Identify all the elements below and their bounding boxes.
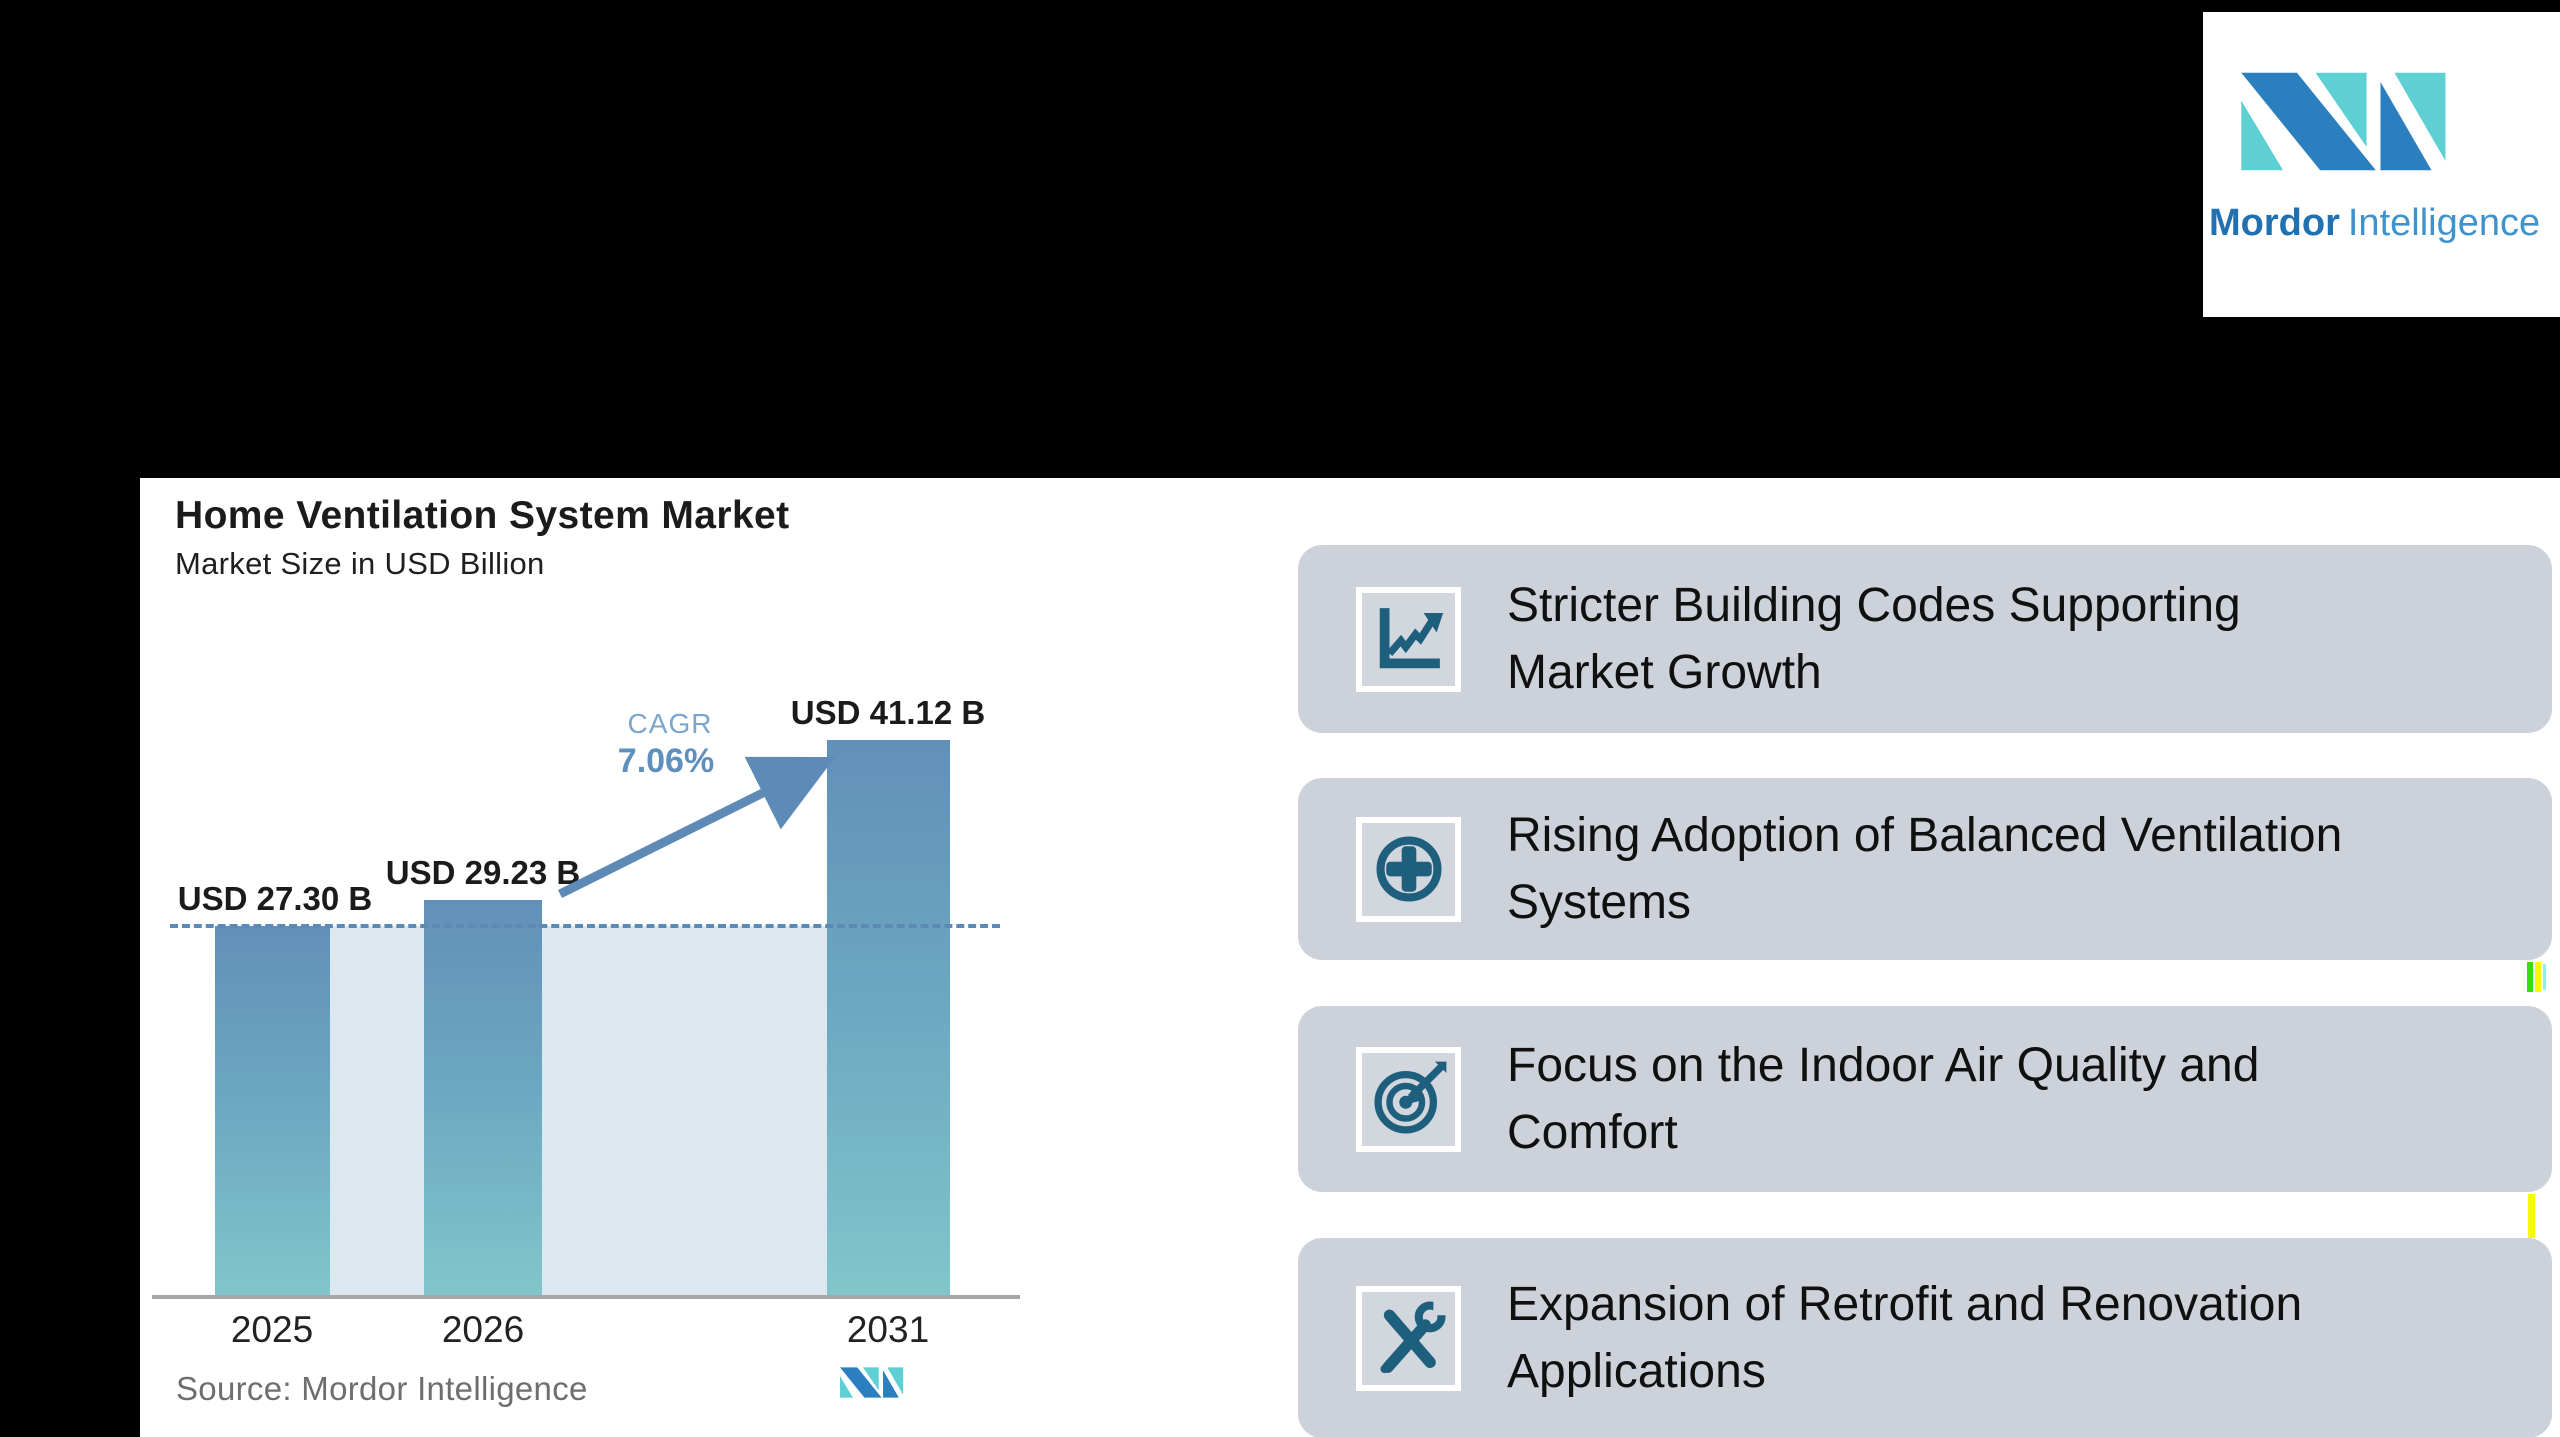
driver-line-2: Market Growth <box>1507 646 1822 699</box>
year-label-2026: 2026 <box>441 1309 525 1350</box>
report-slide: Home Ventilation System Market Market Si… <box>140 478 2560 1437</box>
value-label-2026: USD 29.23 B <box>385 854 581 891</box>
driver-line-2: Comfort <box>1507 1106 1678 1159</box>
tools-icon <box>1356 1285 1461 1391</box>
driver-line-2: Systems <box>1507 876 1692 929</box>
cagr-value: 7.06% <box>617 742 715 780</box>
driver-card-text: Expansion of Retrofit and Renovation App… <box>1507 1271 2302 1405</box>
driver-line-2: Applications <box>1507 1345 1766 1398</box>
edge-artifact-cyan <box>2543 964 2546 990</box>
edge-artifact-yellow-2 <box>2528 1194 2535 1238</box>
driver-line-1: Rising Adoption of Balanced Ventilation <box>1507 809 2343 862</box>
growth-arrow-icon <box>557 756 836 899</box>
driver-line-1: Expansion of Retrofit and Renovation <box>1507 1278 2303 1331</box>
driver-card-text: Rising Adoption of Balanced Ventilation … <box>1507 802 2342 936</box>
brand-name-light: Intelligence <box>2347 202 2541 244</box>
value-label-2031: USD 41.12 B <box>790 694 986 731</box>
year-label-2025: 2025 <box>230 1309 314 1350</box>
cagr-label: CAGR <box>627 708 713 739</box>
driver-card-balanced-ventilation: Rising Adoption of Balanced Ventilation … <box>1298 778 2552 960</box>
mordor-m-logo-icon <box>2241 72 2446 171</box>
driver-card-building-codes: Stricter Building Codes Supporting Marke… <box>1298 545 2552 733</box>
bar-2031 <box>827 740 950 1295</box>
driver-card-retrofit: Expansion of Retrofit and Renovation App… <box>1298 1238 2552 1437</box>
line-chart-icon <box>1356 586 1461 692</box>
chart-subtitle: Market Size in USD Billion <box>175 546 545 581</box>
value-label-2025: USD 27.30 B <box>177 880 373 917</box>
edge-artifact-yellow <box>2535 962 2541 992</box>
driver-line-1: Focus on the Indoor Air Quality and <box>1507 1039 2260 1092</box>
driver-card-text: Focus on the Indoor Air Quality and Comf… <box>1507 1032 2259 1166</box>
reference-dashed-line <box>170 924 1000 928</box>
brand-name-bold: Mordor <box>2209 202 2340 244</box>
driver-line-1: Stricter Building Codes Supporting <box>1507 579 2241 632</box>
bar-2025 <box>215 926 330 1295</box>
driver-card-air-quality: Focus on the Indoor Air Quality and Comf… <box>1298 1006 2552 1192</box>
medical-plus-icon <box>1356 816 1461 922</box>
target-arrow-icon <box>1356 1046 1461 1152</box>
chart-title: Home Ventilation System Market <box>175 494 790 537</box>
mordor-m-logo-small-icon <box>840 1367 904 1398</box>
source-note: Source: Mordor Intelligence <box>176 1370 588 1407</box>
brand-logo-box: Mordor Intelligence <box>2203 12 2560 317</box>
x-axis-line <box>152 1295 1020 1299</box>
edge-artifact-green <box>2527 962 2533 992</box>
year-label-2031: 2031 <box>846 1309 930 1350</box>
brand-name: Mordor Intelligence <box>2209 202 2540 245</box>
driver-card-text: Stricter Building Codes Supporting Marke… <box>1507 572 2241 706</box>
bar-2026 <box>424 900 542 1295</box>
